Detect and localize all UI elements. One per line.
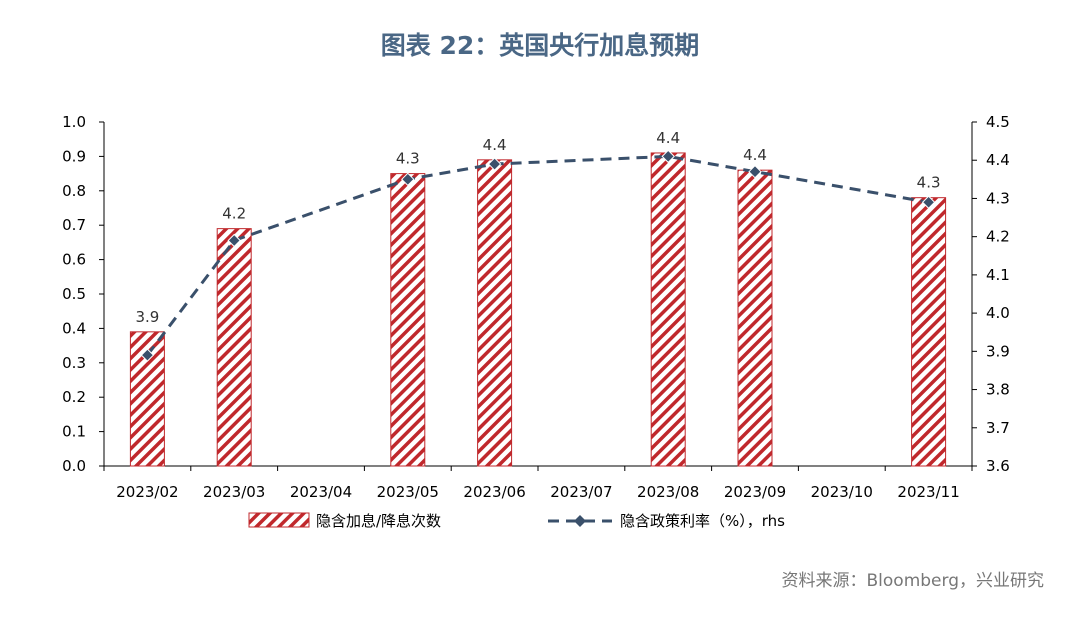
left-tick-label: 0.1 bbox=[62, 423, 86, 441]
data-label: 4.2 bbox=[222, 205, 246, 223]
left-tick-label: 0.9 bbox=[62, 147, 86, 165]
x-tick-label: 2023/02 bbox=[116, 483, 178, 501]
x-tick-label: 2023/06 bbox=[463, 483, 525, 501]
left-tick-label: 0.6 bbox=[62, 251, 86, 269]
right-tick-label: 4.0 bbox=[986, 304, 1010, 322]
x-tick-label: 2023/07 bbox=[550, 483, 612, 501]
bar bbox=[911, 197, 947, 467]
data-label: 4.4 bbox=[656, 129, 680, 147]
x-tick-label: 2023/10 bbox=[811, 483, 873, 501]
legend-bar-swatch bbox=[248, 512, 310, 528]
x-tick-label: 2023/08 bbox=[637, 483, 699, 501]
source-note: 资料来源：Bloomberg，兴业研究 bbox=[781, 571, 1044, 591]
right-tick-label: 3.8 bbox=[986, 381, 1010, 399]
left-tick-label: 0.4 bbox=[62, 319, 86, 337]
left-tick-label: 0.0 bbox=[62, 457, 86, 475]
rate-point bbox=[487, 157, 502, 171]
right-tick-label: 4.2 bbox=[986, 228, 1010, 246]
rate-point bbox=[748, 164, 762, 179]
right-tick-label: 3.9 bbox=[986, 342, 1010, 360]
bar bbox=[477, 159, 513, 467]
left-tick-label: 0.8 bbox=[62, 182, 86, 200]
x-tick-label: 2023/09 bbox=[724, 483, 786, 501]
bar bbox=[216, 228, 252, 467]
right-tick-label: 3.7 bbox=[986, 419, 1010, 437]
right-tick-label: 3.6 bbox=[986, 457, 1010, 475]
x-tick-label: 2023/11 bbox=[897, 483, 959, 501]
left-tick-label: 0.2 bbox=[62, 388, 86, 406]
rate-line bbox=[146, 154, 929, 357]
rate-point bbox=[227, 233, 241, 248]
bar bbox=[390, 173, 426, 467]
legend-line-label: 隐含政策利率（%），rhs bbox=[620, 512, 785, 530]
left-tick-label: 1.0 bbox=[62, 113, 86, 131]
right-tick-label: 4.3 bbox=[986, 189, 1010, 207]
x-tick-label: 2023/05 bbox=[377, 483, 439, 501]
x-tick-label: 2023/04 bbox=[290, 483, 352, 501]
data-label: 4.3 bbox=[396, 150, 420, 168]
right-tick-label: 4.5 bbox=[986, 113, 1010, 131]
left-tick-label: 0.5 bbox=[62, 285, 86, 303]
chart-title: 图表 22：英国央行加息预期 bbox=[380, 31, 700, 60]
bar bbox=[737, 169, 773, 467]
x-tick-label: 2023/03 bbox=[203, 483, 265, 501]
right-tick-label: 4.4 bbox=[986, 151, 1010, 169]
data-label: 4.4 bbox=[743, 146, 767, 164]
rate-point bbox=[140, 348, 155, 362]
rate-point bbox=[661, 149, 675, 164]
legend-bar-label: 隐含加息/降息次数 bbox=[316, 512, 441, 530]
data-label: 4.4 bbox=[483, 136, 507, 154]
right-tick-label: 4.1 bbox=[986, 266, 1010, 284]
legend-line-marker bbox=[574, 515, 586, 527]
bar bbox=[650, 152, 686, 467]
data-label: 4.3 bbox=[917, 174, 941, 192]
data-label: 3.9 bbox=[135, 308, 159, 326]
left-tick-label: 0.3 bbox=[62, 354, 86, 372]
rate-point bbox=[921, 195, 936, 209]
left-tick-label: 0.7 bbox=[62, 216, 86, 234]
rate-point bbox=[401, 172, 415, 187]
